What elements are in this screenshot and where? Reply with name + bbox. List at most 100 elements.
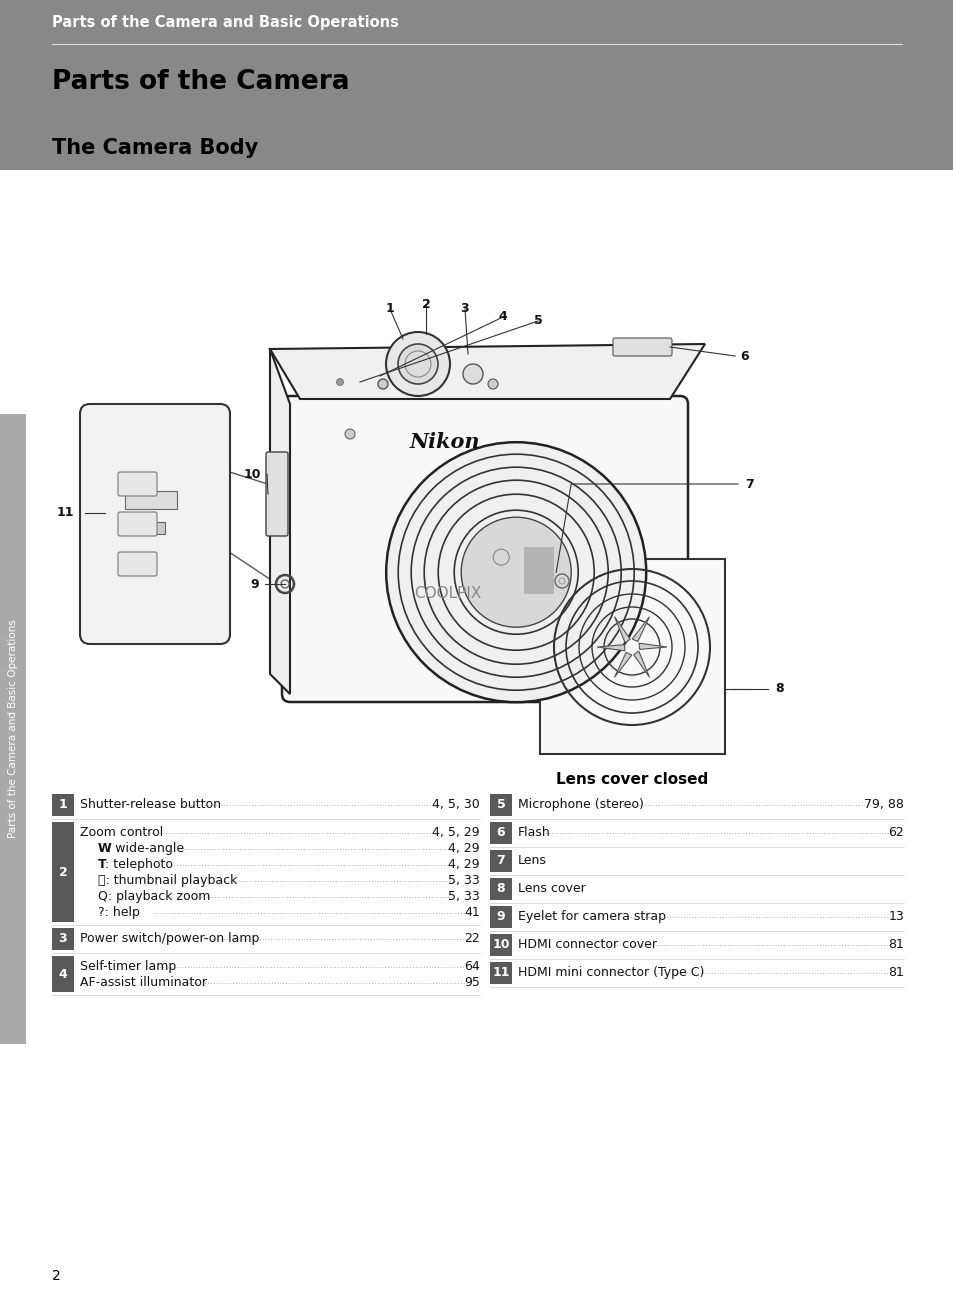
Text: 41: 41 bbox=[464, 905, 479, 918]
Text: HDMI mini connector (Type C): HDMI mini connector (Type C) bbox=[517, 966, 708, 979]
Polygon shape bbox=[632, 616, 649, 641]
Polygon shape bbox=[597, 645, 624, 650]
Text: 9: 9 bbox=[251, 577, 259, 590]
Text: Lens: Lens bbox=[517, 854, 546, 867]
FancyBboxPatch shape bbox=[118, 552, 157, 576]
Bar bbox=[52, 957, 74, 992]
Text: 22: 22 bbox=[464, 932, 479, 945]
Text: Power switch/power-on lamp: Power switch/power-on lamp bbox=[80, 932, 259, 945]
Text: Parts of the Camera and Basic Operations: Parts of the Camera and Basic Operations bbox=[52, 14, 398, 29]
Polygon shape bbox=[270, 344, 704, 399]
Bar bbox=[490, 823, 512, 844]
Text: Parts of the Camera and Basic Operations: Parts of the Camera and Basic Operations bbox=[8, 620, 18, 838]
Text: Microphone (stereo): Microphone (stereo) bbox=[517, 798, 647, 811]
Text: 5, 33: 5, 33 bbox=[448, 890, 479, 903]
Text: 10: 10 bbox=[492, 938, 509, 951]
Text: Q: playback zoom: Q: playback zoom bbox=[98, 890, 214, 903]
Text: 13: 13 bbox=[887, 911, 903, 922]
Text: 2: 2 bbox=[52, 1269, 61, 1282]
Text: 5, 33: 5, 33 bbox=[448, 874, 479, 887]
Circle shape bbox=[345, 428, 355, 439]
Circle shape bbox=[386, 332, 450, 396]
Circle shape bbox=[462, 364, 482, 384]
Bar bbox=[490, 794, 512, 816]
Bar bbox=[52, 928, 74, 950]
Polygon shape bbox=[523, 547, 554, 594]
Circle shape bbox=[460, 518, 571, 627]
Text: 4: 4 bbox=[58, 967, 68, 980]
Polygon shape bbox=[614, 653, 631, 677]
Text: 81: 81 bbox=[887, 966, 903, 979]
Text: 8: 8 bbox=[497, 883, 505, 896]
Text: Zoom control: Zoom control bbox=[80, 827, 163, 840]
Text: 7: 7 bbox=[745, 477, 754, 490]
Bar bbox=[52, 794, 74, 816]
Text: 8: 8 bbox=[775, 682, 783, 695]
Text: 3: 3 bbox=[59, 933, 68, 946]
Polygon shape bbox=[270, 350, 290, 694]
Text: 6: 6 bbox=[740, 350, 748, 363]
FancyBboxPatch shape bbox=[613, 338, 671, 356]
Text: 4: 4 bbox=[498, 310, 507, 323]
Bar bbox=[0, 414, 26, 1045]
FancyBboxPatch shape bbox=[118, 472, 157, 495]
Circle shape bbox=[377, 378, 388, 389]
Text: 9: 9 bbox=[497, 911, 505, 924]
Text: 2: 2 bbox=[58, 866, 68, 879]
Text: 62: 62 bbox=[887, 827, 903, 840]
Text: 1: 1 bbox=[58, 799, 68, 812]
FancyBboxPatch shape bbox=[266, 452, 288, 536]
Text: 4, 29: 4, 29 bbox=[448, 858, 479, 871]
Text: 64: 64 bbox=[464, 961, 479, 972]
Bar bbox=[0, 170, 953, 1314]
Circle shape bbox=[386, 443, 645, 702]
Bar bbox=[125, 522, 165, 533]
Text: Lens cover: Lens cover bbox=[517, 882, 585, 895]
Bar bbox=[125, 491, 177, 509]
Text: 7: 7 bbox=[497, 854, 505, 867]
Text: Lens cover closed: Lens cover closed bbox=[556, 773, 707, 787]
Text: 4, 5, 30: 4, 5, 30 bbox=[432, 798, 479, 811]
Bar bbox=[490, 934, 512, 957]
Text: 11: 11 bbox=[56, 506, 73, 519]
Bar bbox=[52, 823, 74, 922]
Text: 11: 11 bbox=[492, 967, 509, 979]
Text: Nikon: Nikon bbox=[410, 432, 479, 452]
Text: 3: 3 bbox=[460, 302, 469, 315]
Text: Shutter-release button: Shutter-release button bbox=[80, 798, 221, 811]
Text: Flash: Flash bbox=[517, 827, 550, 840]
Text: 79, 88: 79, 88 bbox=[863, 798, 903, 811]
Bar bbox=[490, 905, 512, 928]
Text: ⬛: thumbnail playback: ⬛: thumbnail playback bbox=[98, 874, 237, 887]
Text: 6: 6 bbox=[497, 827, 505, 840]
Text: AF-assist illuminator: AF-assist illuminator bbox=[80, 976, 207, 989]
Text: 5: 5 bbox=[533, 314, 542, 327]
Circle shape bbox=[488, 378, 497, 389]
Text: Self-timer lamp: Self-timer lamp bbox=[80, 961, 180, 972]
FancyBboxPatch shape bbox=[118, 512, 157, 536]
Text: Parts of the Camera: Parts of the Camera bbox=[52, 70, 349, 95]
Text: W: W bbox=[98, 842, 112, 855]
Text: ?: help: ?: help bbox=[98, 905, 144, 918]
Bar bbox=[539, 558, 724, 754]
Bar bbox=[490, 850, 512, 872]
Text: 2: 2 bbox=[421, 297, 430, 310]
Polygon shape bbox=[639, 643, 666, 649]
Polygon shape bbox=[633, 652, 649, 677]
Text: : wide-angle: : wide-angle bbox=[107, 842, 188, 855]
Bar bbox=[490, 878, 512, 900]
Text: HDMI connector cover: HDMI connector cover bbox=[517, 938, 657, 951]
Text: COOLPIX: COOLPIX bbox=[414, 586, 481, 602]
Bar bbox=[0, 0, 953, 170]
Text: 10: 10 bbox=[243, 468, 260, 481]
Text: 4, 5, 29: 4, 5, 29 bbox=[432, 827, 479, 840]
FancyBboxPatch shape bbox=[80, 403, 230, 644]
Polygon shape bbox=[614, 616, 630, 643]
Bar bbox=[490, 962, 512, 984]
Text: 81: 81 bbox=[887, 938, 903, 951]
Text: 1: 1 bbox=[385, 302, 394, 315]
Circle shape bbox=[336, 378, 343, 385]
Text: 5: 5 bbox=[497, 799, 505, 812]
FancyBboxPatch shape bbox=[282, 396, 687, 702]
Text: : telephoto: : telephoto bbox=[105, 858, 172, 871]
